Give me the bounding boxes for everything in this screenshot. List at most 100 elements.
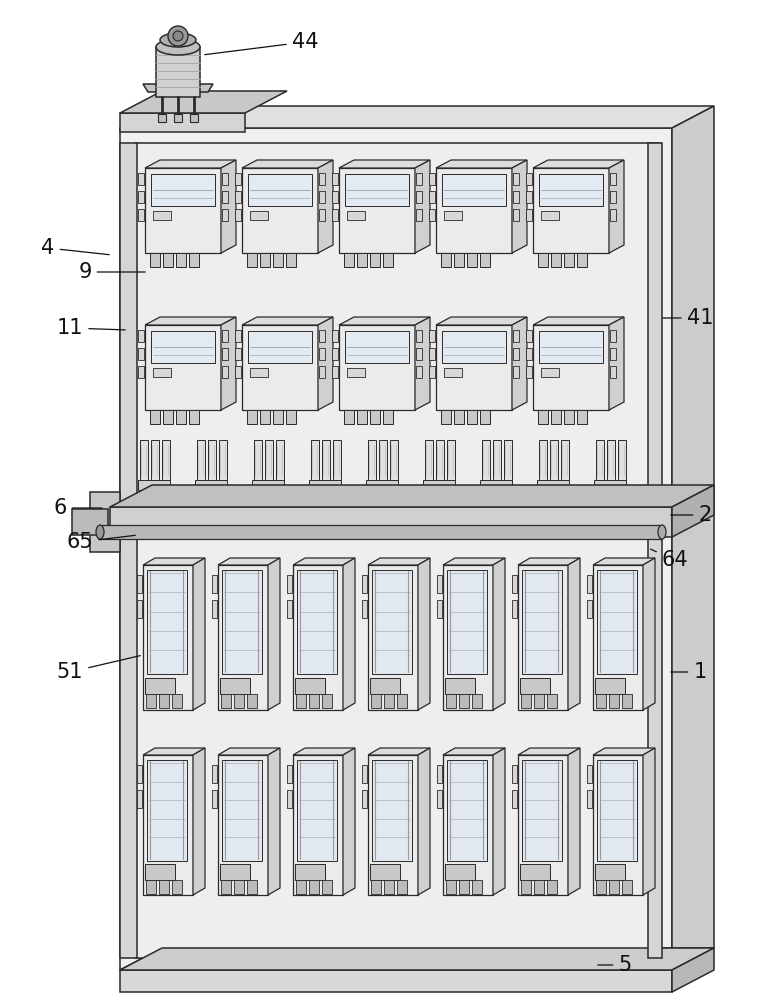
Text: 5: 5 (598, 955, 632, 975)
Bar (609, 694, 619, 708)
Bar (539, 331, 603, 363)
Polygon shape (493, 748, 505, 895)
Bar (138, 348, 144, 360)
Bar (235, 173, 241, 185)
Bar (480, 253, 490, 267)
Bar (416, 191, 422, 203)
Bar (319, 209, 325, 221)
Bar (416, 330, 422, 342)
Bar (512, 765, 517, 783)
Polygon shape (609, 317, 624, 410)
Polygon shape (593, 565, 643, 710)
Bar (273, 253, 283, 267)
Bar (384, 880, 394, 894)
Bar (297, 570, 337, 674)
Bar (504, 440, 512, 480)
Bar (513, 209, 519, 221)
Bar (319, 348, 325, 360)
Bar (265, 440, 273, 480)
Bar (597, 760, 637, 861)
Bar (512, 790, 517, 808)
Polygon shape (533, 160, 624, 168)
Polygon shape (110, 485, 714, 507)
Bar (610, 209, 616, 221)
Bar (493, 440, 501, 480)
Polygon shape (293, 565, 343, 710)
Bar (618, 440, 626, 480)
Bar (513, 366, 519, 378)
Bar (248, 174, 312, 206)
Bar (197, 492, 205, 504)
Polygon shape (343, 558, 355, 710)
Bar (467, 253, 477, 267)
Ellipse shape (96, 525, 104, 539)
Bar (151, 440, 159, 480)
Bar (247, 410, 257, 424)
Polygon shape (120, 106, 714, 128)
Polygon shape (293, 558, 355, 565)
Bar (513, 330, 519, 342)
Polygon shape (493, 558, 505, 710)
Polygon shape (443, 558, 505, 565)
Bar (254, 492, 262, 504)
Bar (212, 765, 217, 783)
Polygon shape (218, 558, 280, 565)
Bar (441, 410, 451, 424)
Text: 9: 9 (79, 262, 145, 282)
Bar (538, 253, 548, 267)
Polygon shape (143, 755, 193, 895)
Polygon shape (120, 91, 287, 113)
Bar (368, 492, 376, 504)
Bar (260, 410, 270, 424)
Bar (138, 173, 144, 185)
Ellipse shape (160, 33, 196, 47)
Bar (345, 174, 409, 206)
Bar (541, 211, 559, 220)
Bar (146, 694, 156, 708)
Bar (416, 173, 422, 185)
Bar (513, 348, 519, 360)
Bar (333, 440, 341, 480)
Bar (371, 880, 381, 894)
Bar (370, 678, 400, 694)
Text: 41: 41 (663, 308, 713, 328)
Bar (362, 575, 367, 593)
Polygon shape (643, 558, 655, 710)
Bar (447, 760, 487, 861)
Bar (379, 440, 387, 480)
Bar (587, 790, 592, 808)
Bar (222, 348, 228, 360)
Bar (296, 694, 306, 708)
Polygon shape (339, 317, 430, 325)
Bar (447, 440, 455, 480)
Bar (138, 191, 144, 203)
Bar (357, 410, 367, 424)
Bar (295, 864, 325, 880)
Bar (332, 191, 338, 203)
Bar (151, 174, 215, 206)
Bar (454, 410, 464, 424)
Circle shape (168, 26, 188, 46)
Bar (347, 368, 365, 377)
Text: 2: 2 (671, 505, 712, 525)
Bar (416, 366, 422, 378)
Bar (541, 368, 559, 377)
Polygon shape (339, 168, 415, 253)
Bar (286, 410, 296, 424)
Bar (595, 864, 625, 880)
Polygon shape (672, 948, 714, 992)
Bar (197, 440, 205, 480)
Bar (610, 191, 616, 203)
Bar (309, 880, 319, 894)
Bar (609, 880, 619, 894)
Bar (596, 880, 606, 894)
Bar (208, 492, 216, 504)
Bar (172, 694, 182, 708)
Bar (212, 790, 217, 808)
Bar (235, 366, 241, 378)
Bar (248, 331, 312, 363)
Polygon shape (415, 317, 430, 410)
Bar (596, 694, 606, 708)
Bar (137, 765, 142, 783)
Polygon shape (593, 558, 655, 565)
